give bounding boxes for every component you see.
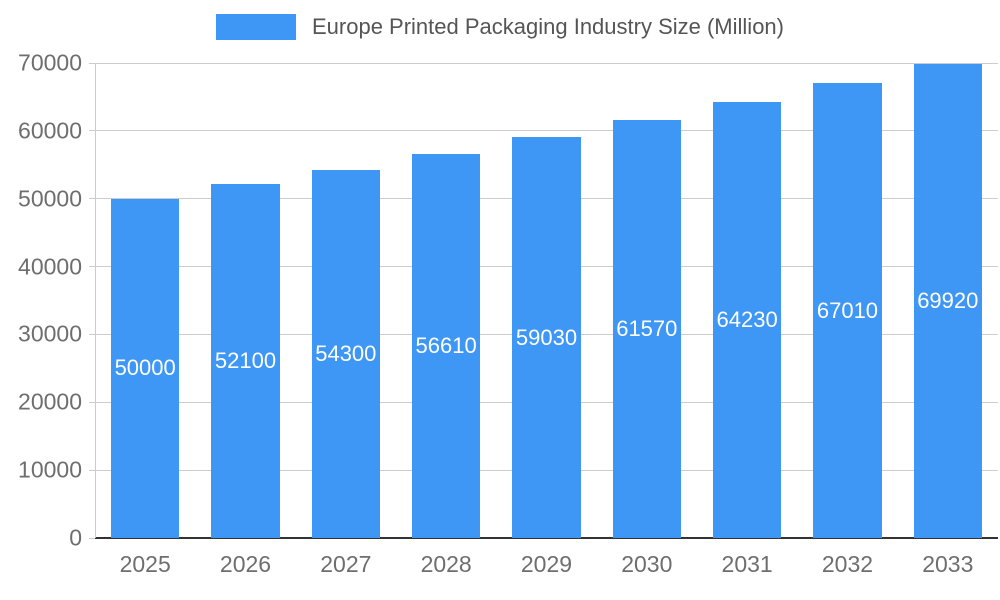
- bar-slot: 54300: [296, 63, 396, 538]
- gridline: [95, 62, 998, 64]
- bar-slot: 59030: [496, 63, 596, 538]
- y-axis-label: 50000: [18, 185, 82, 212]
- y-axis-label: 60000: [18, 117, 82, 144]
- bar-value-label: 50000: [114, 355, 176, 381]
- legend-swatch: [215, 14, 296, 41]
- y-axis-tick: [89, 62, 95, 64]
- legend: Europe Printed Packaging Industry Size (…: [0, 14, 1000, 41]
- bar-2029: 59030: [512, 137, 581, 538]
- bar-2030: 61570: [612, 120, 681, 538]
- y-axis-tick: [89, 198, 95, 200]
- bar-2026: 52100: [211, 184, 280, 538]
- y-axis-tick: [89, 401, 95, 403]
- bar-value-label: 61570: [616, 316, 678, 342]
- bar-2033: 69920: [913, 63, 982, 538]
- bar-slot: 52100: [195, 63, 295, 538]
- x-axis-label: 2029: [520, 551, 573, 577]
- bar-slot: 67010: [797, 63, 897, 538]
- bar-2032: 67010: [813, 83, 882, 538]
- x-axis-label: 2030: [621, 551, 673, 577]
- x-axis: 2025 2026 2027 2028 2029 2030 2031 2032 2033: [95, 551, 998, 579]
- bar-slot: 69920: [898, 63, 998, 538]
- y-axis-line: [95, 63, 96, 538]
- y-axis-label: 30000: [18, 320, 82, 347]
- bar-value-label: 54300: [315, 340, 377, 366]
- bar-slot: 56610: [396, 63, 496, 538]
- bar-2027: 54300: [311, 169, 380, 538]
- y-axis-tick: [89, 266, 95, 268]
- x-axis-label: 2032: [821, 551, 874, 577]
- y-axis-label: 10000: [18, 456, 82, 483]
- bar-value-label: 56610: [415, 332, 477, 358]
- bars: 50000 52100 54300 56610 59030 61570 64230 67010…: [95, 63, 998, 538]
- y-axis-tick: [89, 537, 95, 539]
- bar-slot: 64230: [697, 63, 797, 538]
- bar-2025: 50000: [111, 198, 180, 538]
- x-axis-label: 2026: [219, 551, 272, 577]
- y-axis-label: 20000: [18, 388, 82, 415]
- y-axis-tick: [89, 333, 95, 335]
- bar-value-label: 52100: [214, 348, 277, 374]
- x-axis-label: 2027: [320, 551, 372, 577]
- bar-slot: 50000: [95, 63, 195, 538]
- bar-value-label: 67010: [816, 297, 879, 323]
- legend-label: Europe Printed Packaging Industry Size (…: [311, 14, 784, 39]
- bar-2028: 56610: [412, 153, 481, 538]
- bar-value-label: 64230: [716, 307, 778, 333]
- bar-slot: 61570: [597, 63, 697, 538]
- gridline: [95, 130, 998, 132]
- x-axis-label: 2033: [922, 551, 974, 577]
- y-axis-label: 70000: [18, 49, 82, 76]
- y-axis-tick: [89, 130, 95, 132]
- bar-value-label: 69920: [917, 287, 979, 313]
- y-axis-tick: [89, 469, 95, 471]
- plot-area: 50000 52100 54300 56610 59030 61570 64230 67010…: [95, 62, 998, 539]
- y-axis-label: 0: [69, 524, 82, 551]
- y-axis-label: 40000: [18, 253, 82, 280]
- x-axis-label: 2025: [119, 551, 171, 577]
- y-axis: 0 10000 20000 30000 40000 50000 60000 70000: [0, 51, 95, 549]
- x-axis-label: 2031: [721, 551, 773, 577]
- bar-value-label: 59030: [515, 324, 578, 350]
- x-axis-label: 2028: [420, 551, 472, 577]
- x-axis-baseline: [95, 537, 998, 539]
- bar-2031: 64230: [713, 102, 782, 538]
